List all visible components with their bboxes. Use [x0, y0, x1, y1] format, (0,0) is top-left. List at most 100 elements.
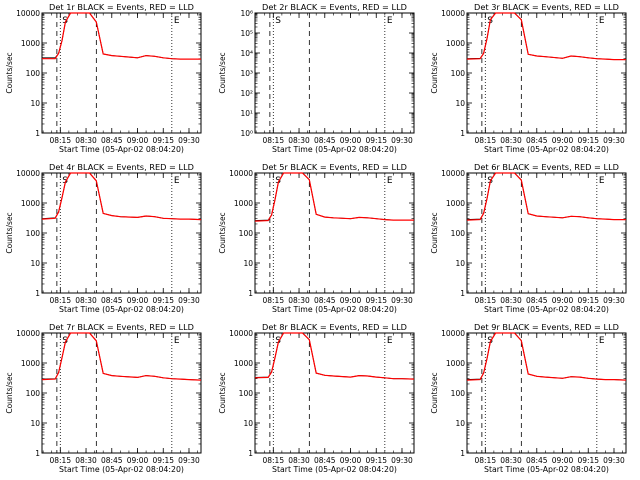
x-tick-label: 08:45 — [101, 296, 123, 305]
x-tick-label: 09:15 — [152, 296, 174, 305]
x-tick-label: 08:45 — [314, 456, 336, 465]
y-tick-label: 10000 — [441, 329, 465, 338]
y-tick-label: 10 — [455, 99, 465, 108]
y-tick-label: 10000 — [16, 169, 40, 178]
x-tick-label: 08:15 — [474, 456, 496, 465]
chart-title: Det 1r BLACK = Events, RED = LLD — [49, 2, 194, 12]
end-marker: E — [174, 176, 180, 186]
x-tick-label: 09:00 — [552, 136, 574, 145]
y-tick-label: 100 — [26, 229, 41, 238]
y-tick-label: 1000 — [21, 199, 40, 208]
y-tick-label: 10 — [455, 419, 465, 428]
series-line-lld — [41, 332, 202, 381]
x-tick-label: 09:00 — [127, 296, 149, 305]
x-tick-label: 09:15 — [365, 136, 387, 145]
x-tick-label: 08:30 — [288, 136, 310, 145]
y-tick-label: 1 — [35, 129, 40, 138]
x-axis-label: Start Time (05-Apr-02 08:04:20) — [272, 465, 397, 474]
x-axis-label: Start Time (05-Apr-02 08:04:20) — [59, 465, 184, 474]
series-line-lld — [42, 12, 201, 60]
x-tick-label: 08:15 — [262, 136, 284, 145]
y-tick-label: 10000 — [229, 329, 253, 338]
y-tick-label: 10 — [243, 259, 253, 268]
end-marker: E — [387, 176, 393, 186]
y-axis-label: Counts/sec — [218, 212, 227, 253]
x-tick-label: 09:00 — [127, 456, 149, 465]
y-tick-label: 100 — [451, 229, 466, 238]
chart-panel-8: Det 8r BLACK = Events, RED = LLD 1 10 100 10… — [218, 322, 415, 474]
y-axis-label: Counts/sec — [430, 52, 439, 93]
plot-frame — [41, 172, 202, 294]
x-axis-label: Start Time (05-Apr-02 08:04:20) — [59, 145, 184, 154]
y-tick-label: 100 — [451, 389, 466, 398]
x-tick-label: 09:15 — [152, 456, 174, 465]
y-tick-label: 10000 — [441, 9, 465, 18]
x-tick-label: 09:15 — [577, 136, 599, 145]
x-tick-label: 09:30 — [391, 296, 413, 305]
x-tick-label: 09:30 — [178, 296, 200, 305]
y-tick-label: 10² — [240, 89, 253, 98]
x-axis-label: Start Time (05-Apr-02 08:04:20) — [59, 305, 184, 314]
y-tick-label: 1000 — [446, 199, 465, 208]
y-tick-label: 10 — [455, 259, 465, 268]
end-marker: E — [599, 336, 605, 346]
end-marker: E — [387, 336, 393, 346]
chart-title: Det 9r BLACK = Events, RED = LLD — [474, 322, 619, 332]
chart-panel-2: Det 2r BLACK = Events, RED = LLD 10⁰ 10¹ 10… — [218, 2, 415, 154]
chart-panel-6: Det 6r BLACK = Events, RED = LLD 1 10 100 10… — [430, 162, 627, 314]
plot-frame — [254, 12, 415, 134]
x-tick-label: 09:15 — [577, 456, 599, 465]
chart-title: Det 6r BLACK = Events, RED = LLD — [474, 162, 619, 172]
x-tick-label: 08:45 — [526, 456, 548, 465]
y-tick-label: 100 — [451, 69, 466, 78]
series-line-lld — [466, 332, 627, 381]
y-axis-label: Counts/sec — [430, 372, 439, 413]
plot-frame — [254, 172, 415, 294]
start-marker: S — [275, 16, 281, 26]
y-axis-label: Counts/sec — [5, 52, 14, 93]
chart-panel-5: Det 5r BLACK = Events, RED = LLD 1 10 100 10… — [218, 162, 415, 314]
y-tick-label: 100 — [239, 389, 254, 398]
x-tick-label: 08:30 — [288, 456, 310, 465]
x-tick-label: 09:30 — [391, 136, 413, 145]
y-tick-label: 1 — [35, 449, 40, 458]
series-line-lld — [254, 332, 415, 380]
y-tick-label: 10⁶ — [240, 9, 253, 18]
y-tick-label: 10 — [243, 419, 253, 428]
y-tick-label: 10000 — [441, 169, 465, 178]
x-tick-label: 08:15 — [262, 296, 284, 305]
y-tick-label: 1000 — [234, 199, 253, 208]
chart-title: Det 7r BLACK = Events, RED = LLD — [49, 322, 194, 332]
chart-title: Det 2r BLACK = Events, RED = LLD — [262, 2, 407, 12]
y-tick-label: 1000 — [446, 39, 465, 48]
series-line-lld — [466, 172, 626, 221]
x-tick-label: 09:30 — [391, 456, 413, 465]
series-line-lld — [41, 172, 202, 221]
x-tick-label: 09:00 — [340, 136, 362, 145]
y-tick-label: 1 — [248, 449, 253, 458]
x-tick-label: 08:30 — [288, 296, 310, 305]
y-tick-label: 1 — [35, 289, 40, 298]
x-tick-label: 08:45 — [101, 136, 123, 145]
x-axis-label: Start Time (05-Apr-02 08:04:20) — [484, 145, 609, 154]
y-tick-label: 10 — [30, 99, 40, 108]
y-tick-label: 10 — [30, 419, 40, 428]
x-tick-label: 08:45 — [526, 296, 548, 305]
y-tick-label: 10⁰ — [240, 129, 253, 138]
x-tick-label: 08:15 — [49, 456, 71, 465]
y-axis-label: Counts/sec — [218, 52, 227, 93]
x-tick-label: 09:30 — [178, 456, 200, 465]
y-tick-label: 10⁵ — [240, 29, 253, 38]
x-tick-label: 08:15 — [49, 296, 71, 305]
x-tick-label: 08:15 — [262, 456, 284, 465]
chart-panel-7: Det 7r BLACK = Events, RED = LLD 1 10 100 10… — [5, 322, 202, 474]
series-line-lld — [466, 12, 626, 61]
y-tick-label: 1000 — [234, 359, 253, 368]
y-tick-label: 10¹ — [240, 109, 253, 118]
x-tick-label: 09:30 — [603, 456, 625, 465]
x-tick-label: 08:30 — [500, 456, 522, 465]
plot-frame — [254, 332, 415, 454]
chart-panel-4: Det 4r BLACK = Events, RED = LLD 1 10 100 10… — [5, 162, 202, 314]
y-tick-label: 10³ — [240, 69, 253, 78]
